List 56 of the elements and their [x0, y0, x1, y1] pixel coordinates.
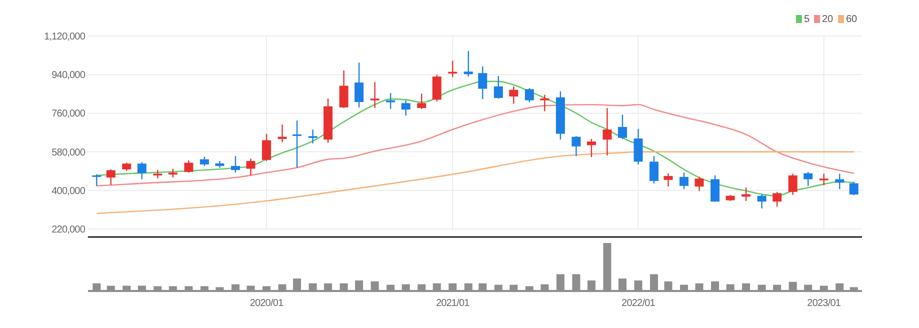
y-tick-label: 400,000 [52, 186, 86, 197]
candlestick [417, 93, 426, 110]
candlestick [494, 75, 503, 100]
candlestick [137, 161, 146, 180]
candlestick [370, 82, 380, 109]
candlestick [694, 176, 704, 192]
x-tick-label: 2023/01 [807, 298, 842, 309]
candlestick [106, 168, 116, 186]
x-tick-label: 2020/01 [250, 298, 284, 309]
candlestick [230, 155, 240, 174]
candlestick [92, 174, 102, 186]
candlestick [509, 86, 518, 104]
candlestick [200, 156, 209, 167]
candlestick [478, 66, 488, 100]
legend-label: 5 [804, 14, 810, 25]
candlestick [401, 100, 410, 116]
candlestick [849, 181, 858, 196]
candlestick [153, 169, 162, 179]
y-tick-label: 580,000 [52, 147, 86, 158]
candlestick [602, 107, 612, 156]
candlestick [572, 136, 581, 157]
candlestick [586, 138, 596, 158]
candlestick [772, 191, 782, 208]
candlestick [835, 173, 844, 190]
legend-label: 20 [822, 14, 834, 25]
y-tick-label: 1,120,000 [44, 32, 86, 42]
candlestick [262, 133, 271, 162]
candlestick [386, 92, 396, 110]
line-series [96, 104, 855, 187]
candlestick [710, 174, 720, 202]
candlestick [432, 74, 442, 102]
candlestick [788, 173, 798, 196]
candlestick [246, 158, 256, 176]
candlestick [339, 70, 348, 109]
x-tick-label: 2022/01 [622, 298, 656, 309]
candlestick [464, 50, 473, 78]
candlestick [650, 155, 659, 184]
candlestick [354, 62, 364, 108]
candlestick [308, 128, 318, 144]
y-tick-label: 940,000 [52, 70, 86, 82]
candlestick [540, 94, 550, 112]
y-tick-label: 760,000 [52, 108, 86, 120]
candlestick [634, 128, 643, 166]
y-tick-label: 220,000 [52, 224, 86, 236]
candlestick [757, 194, 766, 210]
candlestick [664, 172, 673, 188]
x-tick-label: 2021/01 [436, 298, 470, 309]
legend-label: 60 [846, 14, 858, 25]
candlestick [278, 124, 287, 143]
candlestick [292, 120, 302, 168]
candlestick [804, 171, 813, 186]
candlestick [680, 172, 689, 190]
candlestick [524, 88, 534, 103]
candlestick [184, 160, 194, 174]
candlestick [819, 173, 828, 186]
candlestick [618, 114, 627, 140]
